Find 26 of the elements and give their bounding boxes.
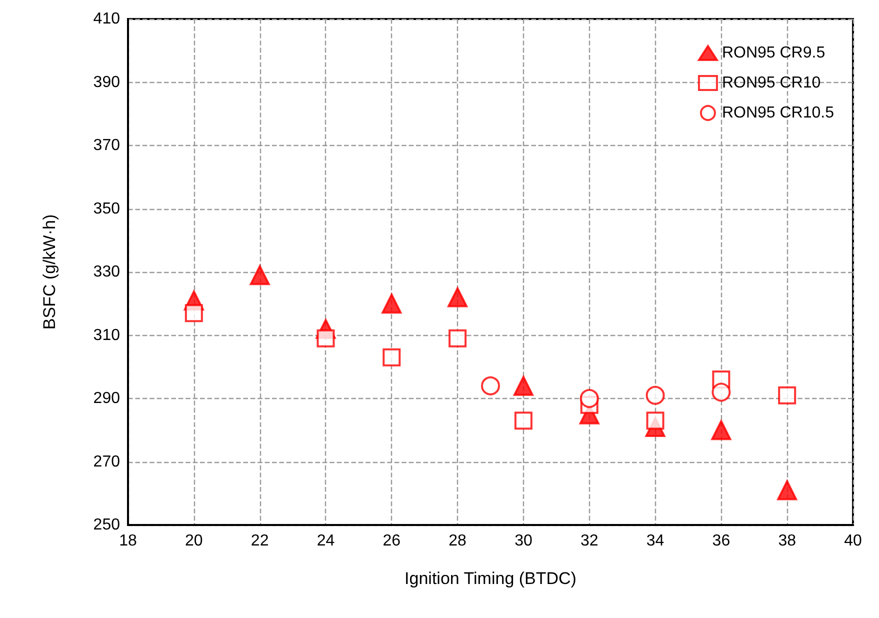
y-tick-label: 270 xyxy=(93,453,120,470)
x-tick-label: 24 xyxy=(316,532,335,550)
x-tick-label: 30 xyxy=(514,532,532,550)
y-tick-label: 290 xyxy=(93,390,120,407)
x-tick-label: 20 xyxy=(185,532,203,550)
x-tick-label: 22 xyxy=(250,532,269,550)
legend-label: RON95 CR10.5 xyxy=(722,104,834,122)
y-tick-label: 370 xyxy=(93,137,120,154)
legend-label: RON95 CR9.5 xyxy=(722,44,826,62)
y-tick-label: 330 xyxy=(93,264,120,280)
y-tick-label: 350 xyxy=(93,200,120,218)
x-axis-title: Ignition Timing (BTDC) xyxy=(404,569,576,588)
x-tick-label: 18 xyxy=(119,532,137,550)
x-tick-label: 32 xyxy=(580,532,598,550)
x-tick-label: 26 xyxy=(382,532,401,550)
y-tick-label: 250 xyxy=(93,516,120,534)
y-tick-label: 410 xyxy=(93,10,120,28)
y-tick-label: 310 xyxy=(93,326,120,344)
legend-label: RON95 CR10 xyxy=(722,74,821,92)
y-tick-label: 390 xyxy=(93,74,120,91)
x-tick-label: 34 xyxy=(646,532,664,550)
x-tick-label: 28 xyxy=(448,532,467,550)
x-tick-label: 40 xyxy=(844,532,862,550)
x-tick-label: 38 xyxy=(778,532,796,550)
y-axis-title: BSFC (g/kW·h) xyxy=(40,214,59,330)
x-tick-label: 36 xyxy=(712,532,730,550)
